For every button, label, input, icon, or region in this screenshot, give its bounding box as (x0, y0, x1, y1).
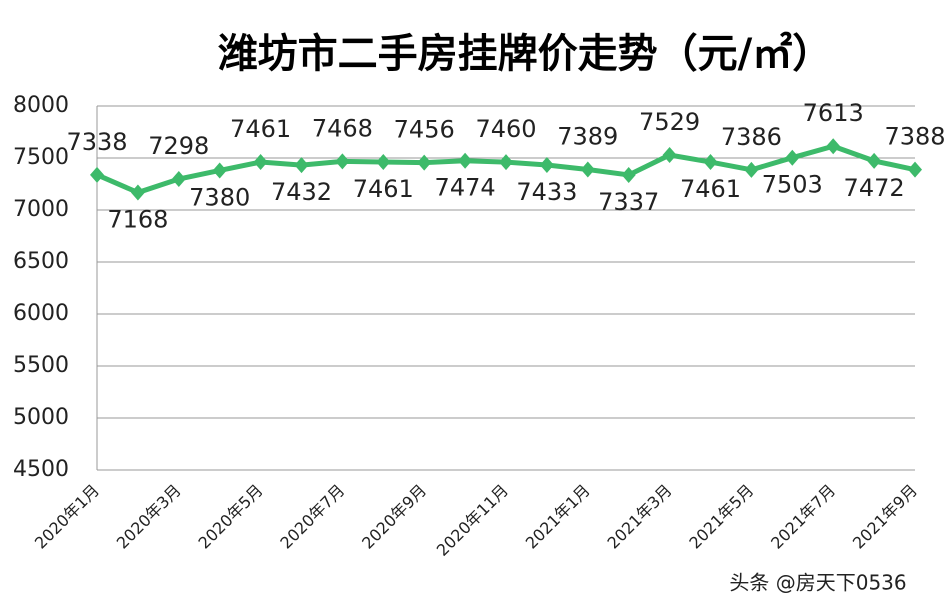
value-label: 7337 (598, 188, 659, 216)
value-label: 7388 (884, 123, 945, 151)
x-tick-label: 2021年9月 (849, 481, 921, 553)
value-label: 7529 (639, 108, 700, 136)
x-tick-label: 2021年7月 (767, 481, 839, 553)
marker (253, 154, 268, 171)
marker (335, 153, 350, 170)
marker (662, 146, 677, 163)
x-tick-label: 2020年3月 (113, 481, 185, 553)
value-label: 7472 (844, 174, 905, 202)
watermark: 头条 @房天下0536 (729, 571, 906, 595)
value-label: 7456 (394, 116, 455, 144)
value-label: 7613 (803, 99, 864, 127)
marker (499, 154, 513, 171)
y-tick-label: 5500 (13, 353, 69, 378)
x-tick-label: 2020年11月 (433, 481, 512, 560)
y-tick-label: 7000 (13, 197, 69, 222)
value-label: 7460 (475, 115, 536, 143)
x-tick-label: 2020年7月 (276, 481, 348, 553)
x-tick-label: 2020年1月 (31, 481, 103, 553)
marker (90, 166, 104, 183)
y-tick-label: 4500 (13, 457, 69, 482)
marker (744, 161, 759, 178)
x-tick-label: 2020年9月 (358, 481, 430, 553)
marker (130, 184, 145, 201)
value-label: 7461 (680, 175, 741, 203)
marker (212, 162, 227, 179)
y-tick-label: 5000 (13, 405, 69, 430)
value-label: 7461 (230, 115, 291, 143)
marker (417, 154, 432, 171)
value-label: 7298 (148, 132, 209, 160)
value-label: 7168 (107, 206, 168, 234)
chart-title: 潍坊市二手房挂牌价走势（元/㎡） (218, 31, 833, 77)
marker (539, 156, 554, 173)
value-label: 7386 (721, 123, 782, 151)
value-label: 7389 (557, 123, 618, 151)
marker (376, 154, 391, 171)
y-tick-label: 6000 (13, 301, 69, 326)
value-label: 7468 (312, 114, 373, 142)
marker (458, 152, 473, 169)
marker (826, 138, 841, 155)
x-tick-label: 2021年1月 (522, 481, 594, 553)
y-tick-label: 7500 (13, 145, 69, 170)
marker (621, 166, 636, 183)
value-label: 7433 (516, 178, 577, 206)
value-label: 7461 (353, 175, 414, 203)
value-label: 7503 (762, 171, 823, 199)
x-tick-label: 2021年3月 (604, 481, 676, 553)
marker (908, 161, 922, 178)
value-label: 7380 (189, 183, 250, 211)
x-tick-label: 2021年5月 (685, 481, 757, 553)
marker (580, 161, 595, 178)
y-tick-label: 8000 (13, 93, 69, 118)
marker (703, 154, 718, 171)
marker (294, 157, 309, 174)
marker (867, 152, 882, 169)
value-label: 7432 (271, 178, 332, 206)
value-label: 7338 (66, 128, 127, 156)
marker (785, 149, 800, 166)
y-tick-label: 6500 (13, 249, 69, 274)
value-label: 7474 (435, 174, 496, 202)
marker (171, 171, 186, 188)
x-tick-label: 2020年5月 (195, 481, 267, 553)
